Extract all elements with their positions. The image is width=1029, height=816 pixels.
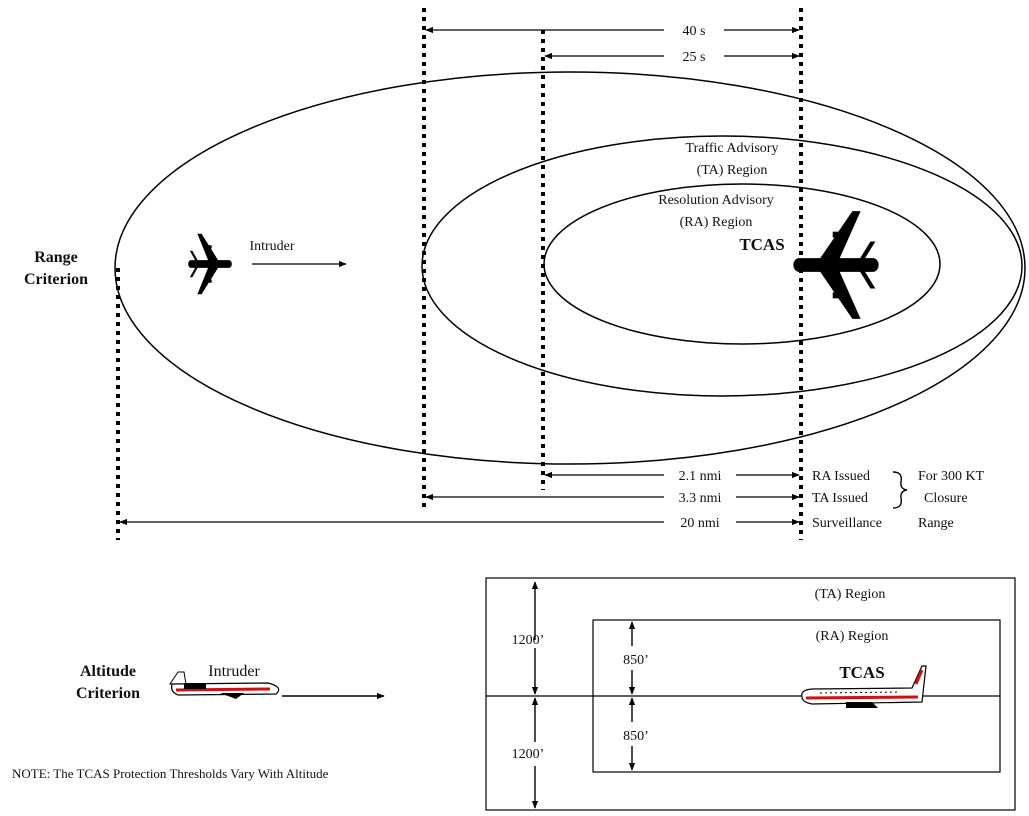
ra-region-label-line1: Resolution Advisory [658,193,774,208]
tcas-label: TCAS [739,235,784,254]
surveillance-range-ellipse [114,71,1026,465]
note-text: NOTE: The TCAS Protection Thresholds Var… [12,766,329,781]
ta-region-label-line2: (TA) Region [697,163,768,178]
closure-label-line1: For 300 KT [918,469,985,484]
label-25s: 25 s [683,50,706,65]
altitude-intruder-label: Intruder [208,663,260,680]
label-2-1nmi: 2.1 nmi [679,469,722,484]
closure-label-line2: Closure [924,491,968,506]
surveillance-label: Surveillance [812,516,882,531]
intruder-jet-icon [169,671,280,699]
range-label: Range [918,516,954,531]
ra-altitude-region-label: (RA) Region [816,629,889,644]
ra-region-label-line2: (RA) Region [680,215,753,230]
range-criterion-label-line2: Criterion [24,271,88,288]
closure-brace [892,471,908,509]
altitude-tcas-label: TCAS [839,663,884,682]
ta-region-ellipse [421,135,1023,397]
ra-issued-label: RA Issued [812,469,870,484]
label-40s: 40 s [683,24,706,39]
tcas-aircraft-icon [793,211,879,319]
ta-lower-1200-label: 1200’ [512,747,545,762]
altitude-criterion-label-line2: Criterion [76,685,140,702]
intruder-label: Intruder [249,239,294,254]
ta-upper-1200-label: 1200’ [512,633,545,648]
ta-issued-label: TA Issued [812,491,868,506]
altitude-criterion-label-line1: Altitude [80,663,136,680]
altitude-tcas-aircraft-icon [801,665,927,708]
ra-region-ellipse [543,183,941,345]
range-criterion-label-line1: Range [34,249,78,266]
ra-lower-850-label: 850’ [623,729,649,744]
intruder-aircraft-icon [188,233,232,295]
ta-region-label-line1: Traffic Advisory [686,141,779,156]
ra-upper-850-label: 850’ [623,653,649,668]
ta-altitude-region-box [485,577,1016,811]
label-3-3nmi: 3.3 nmi [679,491,722,506]
ta-altitude-region-label: (TA) Region [815,587,886,602]
label-20nmi: 20 nmi [680,516,719,531]
